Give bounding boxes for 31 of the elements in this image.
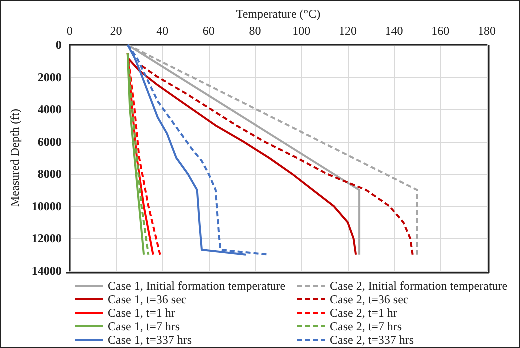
x-tick-label: 60 — [202, 24, 215, 38]
legend-label: Case 2, t=1 hr — [330, 306, 398, 320]
y-tick-label: 6000 — [38, 134, 62, 149]
y-tick-label: 2000 — [38, 70, 62, 84]
x-tick-label: 120 — [338, 24, 357, 38]
y-tick-label: 0 — [56, 38, 62, 52]
x-tick-label: 0 — [66, 24, 73, 38]
legend-label: Case 1, t=7 hrs — [108, 320, 180, 334]
legend-label: Case 2, t=36 sec — [330, 292, 409, 306]
legend-label: Case 2, t=7 hrs — [330, 320, 402, 334]
x-tick-label: 180 — [478, 24, 496, 38]
legend-label: Case 2, t=337 hrs — [330, 333, 414, 347]
y-tick-label: 8000 — [38, 167, 62, 182]
legend-label: Case 1, t=36 sec — [108, 292, 187, 306]
line-series — [140, 64, 414, 256]
y-tick-label: 14000 — [32, 264, 62, 278]
legend-label: Case 1, Initial formation temperature — [108, 279, 286, 293]
x-tick-label: 160 — [432, 24, 450, 38]
y-tick-label: 10000 — [32, 199, 62, 214]
y-axis-title: Measured Depth (ft) — [8, 109, 22, 207]
x-tick-label: 100 — [292, 24, 311, 38]
legend-label: Case 1, t=337 hrs — [108, 333, 192, 347]
legend-label: Case 2, Initial formation temperature — [330, 279, 508, 293]
x-tick-label: 80 — [249, 24, 262, 38]
x-tick-label: 40 — [156, 24, 169, 38]
x-tick-label: 140 — [385, 24, 404, 38]
x-tick-label: 20 — [110, 24, 122, 38]
legend-label: Case 1, t=1 hr — [108, 306, 176, 320]
y-tick-label: 4000 — [38, 102, 62, 117]
y-tick-label: 12000 — [32, 232, 62, 246]
x-axis-title: Temperature (°C) — [236, 7, 321, 22]
